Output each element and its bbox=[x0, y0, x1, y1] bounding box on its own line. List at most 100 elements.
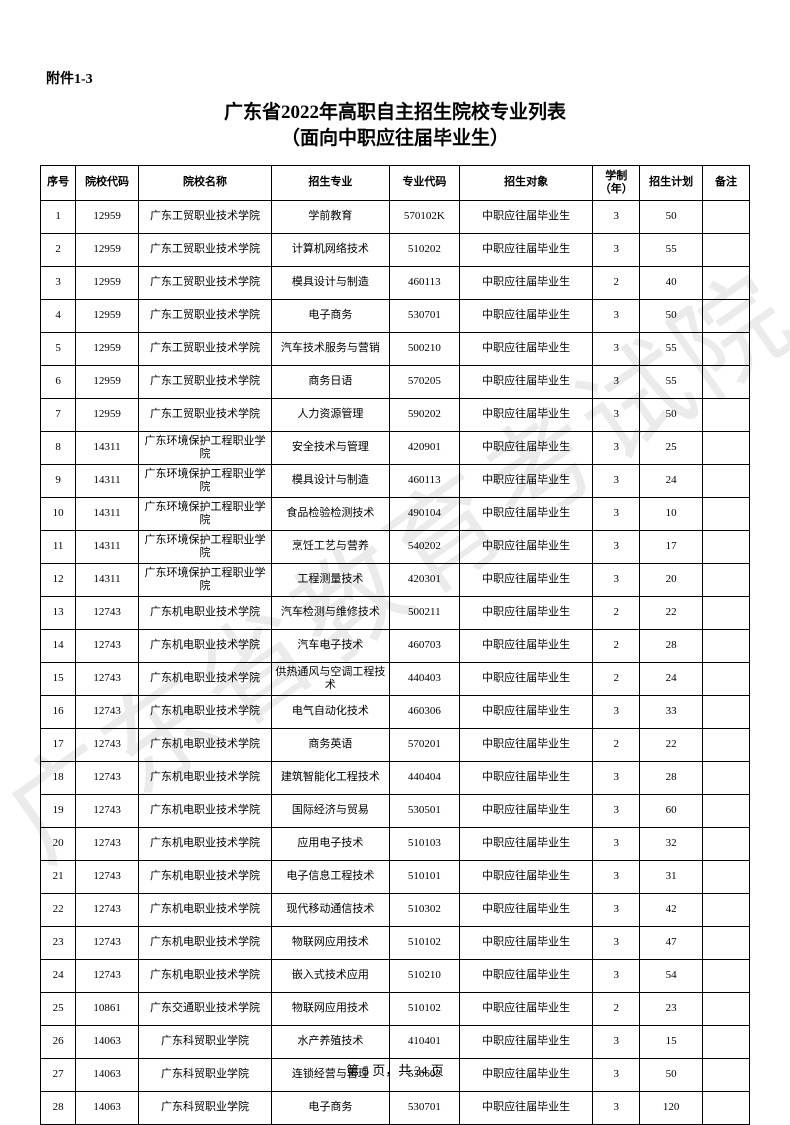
table-cell: 19 bbox=[41, 795, 76, 828]
table-row: 712959广东工贸职业技术学院人力资源管理590202中职应往届毕业生350 bbox=[41, 399, 750, 432]
table-cell bbox=[702, 234, 749, 267]
table-row: 1612743广东机电职业技术学院电气自动化技术460306中职应往届毕业生33… bbox=[41, 696, 750, 729]
table-cell: 广东科贸职业学院 bbox=[138, 1092, 271, 1125]
table-cell: 12743 bbox=[76, 630, 139, 663]
table-cell: 9 bbox=[41, 465, 76, 498]
table-cell: 广东机电职业技术学院 bbox=[138, 729, 271, 762]
table-cell: 水产养殖技术 bbox=[272, 1026, 390, 1059]
table-cell: 10861 bbox=[76, 993, 139, 1026]
table-cell: 24 bbox=[41, 960, 76, 993]
table-cell: 540202 bbox=[389, 531, 460, 564]
table-cell: 8 bbox=[41, 432, 76, 465]
table-cell: 3 bbox=[593, 927, 640, 960]
table-cell: 22 bbox=[640, 729, 703, 762]
table-cell: 28 bbox=[41, 1092, 76, 1125]
table-header-cell: 备注 bbox=[702, 166, 749, 201]
table-cell: 18 bbox=[41, 762, 76, 795]
table-cell: 12743 bbox=[76, 927, 139, 960]
table-cell: 12959 bbox=[76, 399, 139, 432]
table-cell bbox=[702, 465, 749, 498]
table-cell: 中职应往届毕业生 bbox=[460, 630, 593, 663]
table-cell: 2 bbox=[593, 729, 640, 762]
table-cell: 12743 bbox=[76, 828, 139, 861]
table-cell: 1 bbox=[41, 201, 76, 234]
table-cell: 510102 bbox=[389, 927, 460, 960]
table-cell: 学前教育 bbox=[272, 201, 390, 234]
table-cell bbox=[702, 729, 749, 762]
table-row: 1014311广东环境保护工程职业学院食品检验检测技术490104中职应往届毕业… bbox=[41, 498, 750, 531]
table-cell: 26 bbox=[41, 1026, 76, 1059]
table-cell: 510210 bbox=[389, 960, 460, 993]
table-cell: 13 bbox=[41, 597, 76, 630]
table-header-row: 序号院校代码院校名称招生专业专业代码招生对象学制（年）招生计划备注 bbox=[41, 166, 750, 201]
table-cell: 物联网应用技术 bbox=[272, 993, 390, 1026]
table-cell: 工程测量技术 bbox=[272, 564, 390, 597]
table-cell: 47 bbox=[640, 927, 703, 960]
table-cell: 2 bbox=[593, 630, 640, 663]
table-cell: 电子信息工程技术 bbox=[272, 861, 390, 894]
table-cell bbox=[702, 498, 749, 531]
table-cell bbox=[702, 333, 749, 366]
table-cell: 3 bbox=[593, 432, 640, 465]
table-header-cell: 招生计划 bbox=[640, 166, 703, 201]
table-row: 2412743广东机电职业技术学院嵌入式技术应用510210中职应往届毕业生35… bbox=[41, 960, 750, 993]
table-cell: 50 bbox=[640, 399, 703, 432]
table-cell: 中职应往届毕业生 bbox=[460, 993, 593, 1026]
table-cell: 12743 bbox=[76, 762, 139, 795]
table-cell: 28 bbox=[640, 630, 703, 663]
table-row: 212959广东工贸职业技术学院计算机网络技术510202中职应往届毕业生355 bbox=[41, 234, 750, 267]
table-cell: 3 bbox=[593, 366, 640, 399]
table-cell: 3 bbox=[593, 564, 640, 597]
table-cell: 广东工贸职业技术学院 bbox=[138, 366, 271, 399]
table-cell: 广东工贸职业技术学院 bbox=[138, 333, 271, 366]
table-cell: 3 bbox=[593, 1026, 640, 1059]
table-cell bbox=[702, 432, 749, 465]
table-cell: 广东机电职业技术学院 bbox=[138, 894, 271, 927]
table-row: 612959广东工贸职业技术学院商务日语570205中职应往届毕业生355 bbox=[41, 366, 750, 399]
table-cell bbox=[702, 597, 749, 630]
table-cell: 55 bbox=[640, 333, 703, 366]
table-cell bbox=[702, 927, 749, 960]
table-row: 914311广东环境保护工程职业学院模具设计与制造460113中职应往届毕业生3… bbox=[41, 465, 750, 498]
table-cell: 供热通风与空调工程技术 bbox=[272, 663, 390, 696]
table-cell: 14311 bbox=[76, 432, 139, 465]
table-cell: 12959 bbox=[76, 333, 139, 366]
table-header-cell: 招生专业 bbox=[272, 166, 390, 201]
table-cell: 120 bbox=[640, 1092, 703, 1125]
table-cell: 中职应往届毕业生 bbox=[460, 597, 593, 630]
table-cell: 中职应往届毕业生 bbox=[460, 465, 593, 498]
table-cell: 530701 bbox=[389, 300, 460, 333]
table-cell: 商务英语 bbox=[272, 729, 390, 762]
table-cell: 15 bbox=[41, 663, 76, 696]
table-cell: 中职应往届毕业生 bbox=[460, 399, 593, 432]
table-cell: 33 bbox=[640, 696, 703, 729]
table-row: 112959广东工贸职业技术学院学前教育570102K中职应往届毕业生350 bbox=[41, 201, 750, 234]
table-cell: 25 bbox=[640, 432, 703, 465]
table-cell: 模具设计与制造 bbox=[272, 465, 390, 498]
table-cell: 3 bbox=[593, 960, 640, 993]
table-cell: 中职应往届毕业生 bbox=[460, 663, 593, 696]
table-cell: 55 bbox=[640, 366, 703, 399]
table-cell: 23 bbox=[41, 927, 76, 960]
table-cell: 12743 bbox=[76, 729, 139, 762]
table-cell: 7 bbox=[41, 399, 76, 432]
table-cell: 6 bbox=[41, 366, 76, 399]
table-cell: 17 bbox=[41, 729, 76, 762]
table-cell: 21 bbox=[41, 861, 76, 894]
table-cell: 中职应往届毕业生 bbox=[460, 234, 593, 267]
table-cell: 2 bbox=[593, 597, 640, 630]
table-cell bbox=[702, 795, 749, 828]
table-cell bbox=[702, 531, 749, 564]
table-cell: 广东环境保护工程职业学院 bbox=[138, 432, 271, 465]
table-cell: 420901 bbox=[389, 432, 460, 465]
table-row: 2614063广东科贸职业学院水产养殖技术410401中职应往届毕业生315 bbox=[41, 1026, 750, 1059]
table-cell: 电气自动化技术 bbox=[272, 696, 390, 729]
table-cell: 2 bbox=[593, 993, 640, 1026]
table-cell: 22 bbox=[640, 597, 703, 630]
table-cell: 12959 bbox=[76, 366, 139, 399]
table-cell: 60 bbox=[640, 795, 703, 828]
table-cell: 计算机网络技术 bbox=[272, 234, 390, 267]
table-cell: 安全技术与管理 bbox=[272, 432, 390, 465]
table-cell: 广东工贸职业技术学院 bbox=[138, 234, 271, 267]
table-cell: 42 bbox=[640, 894, 703, 927]
